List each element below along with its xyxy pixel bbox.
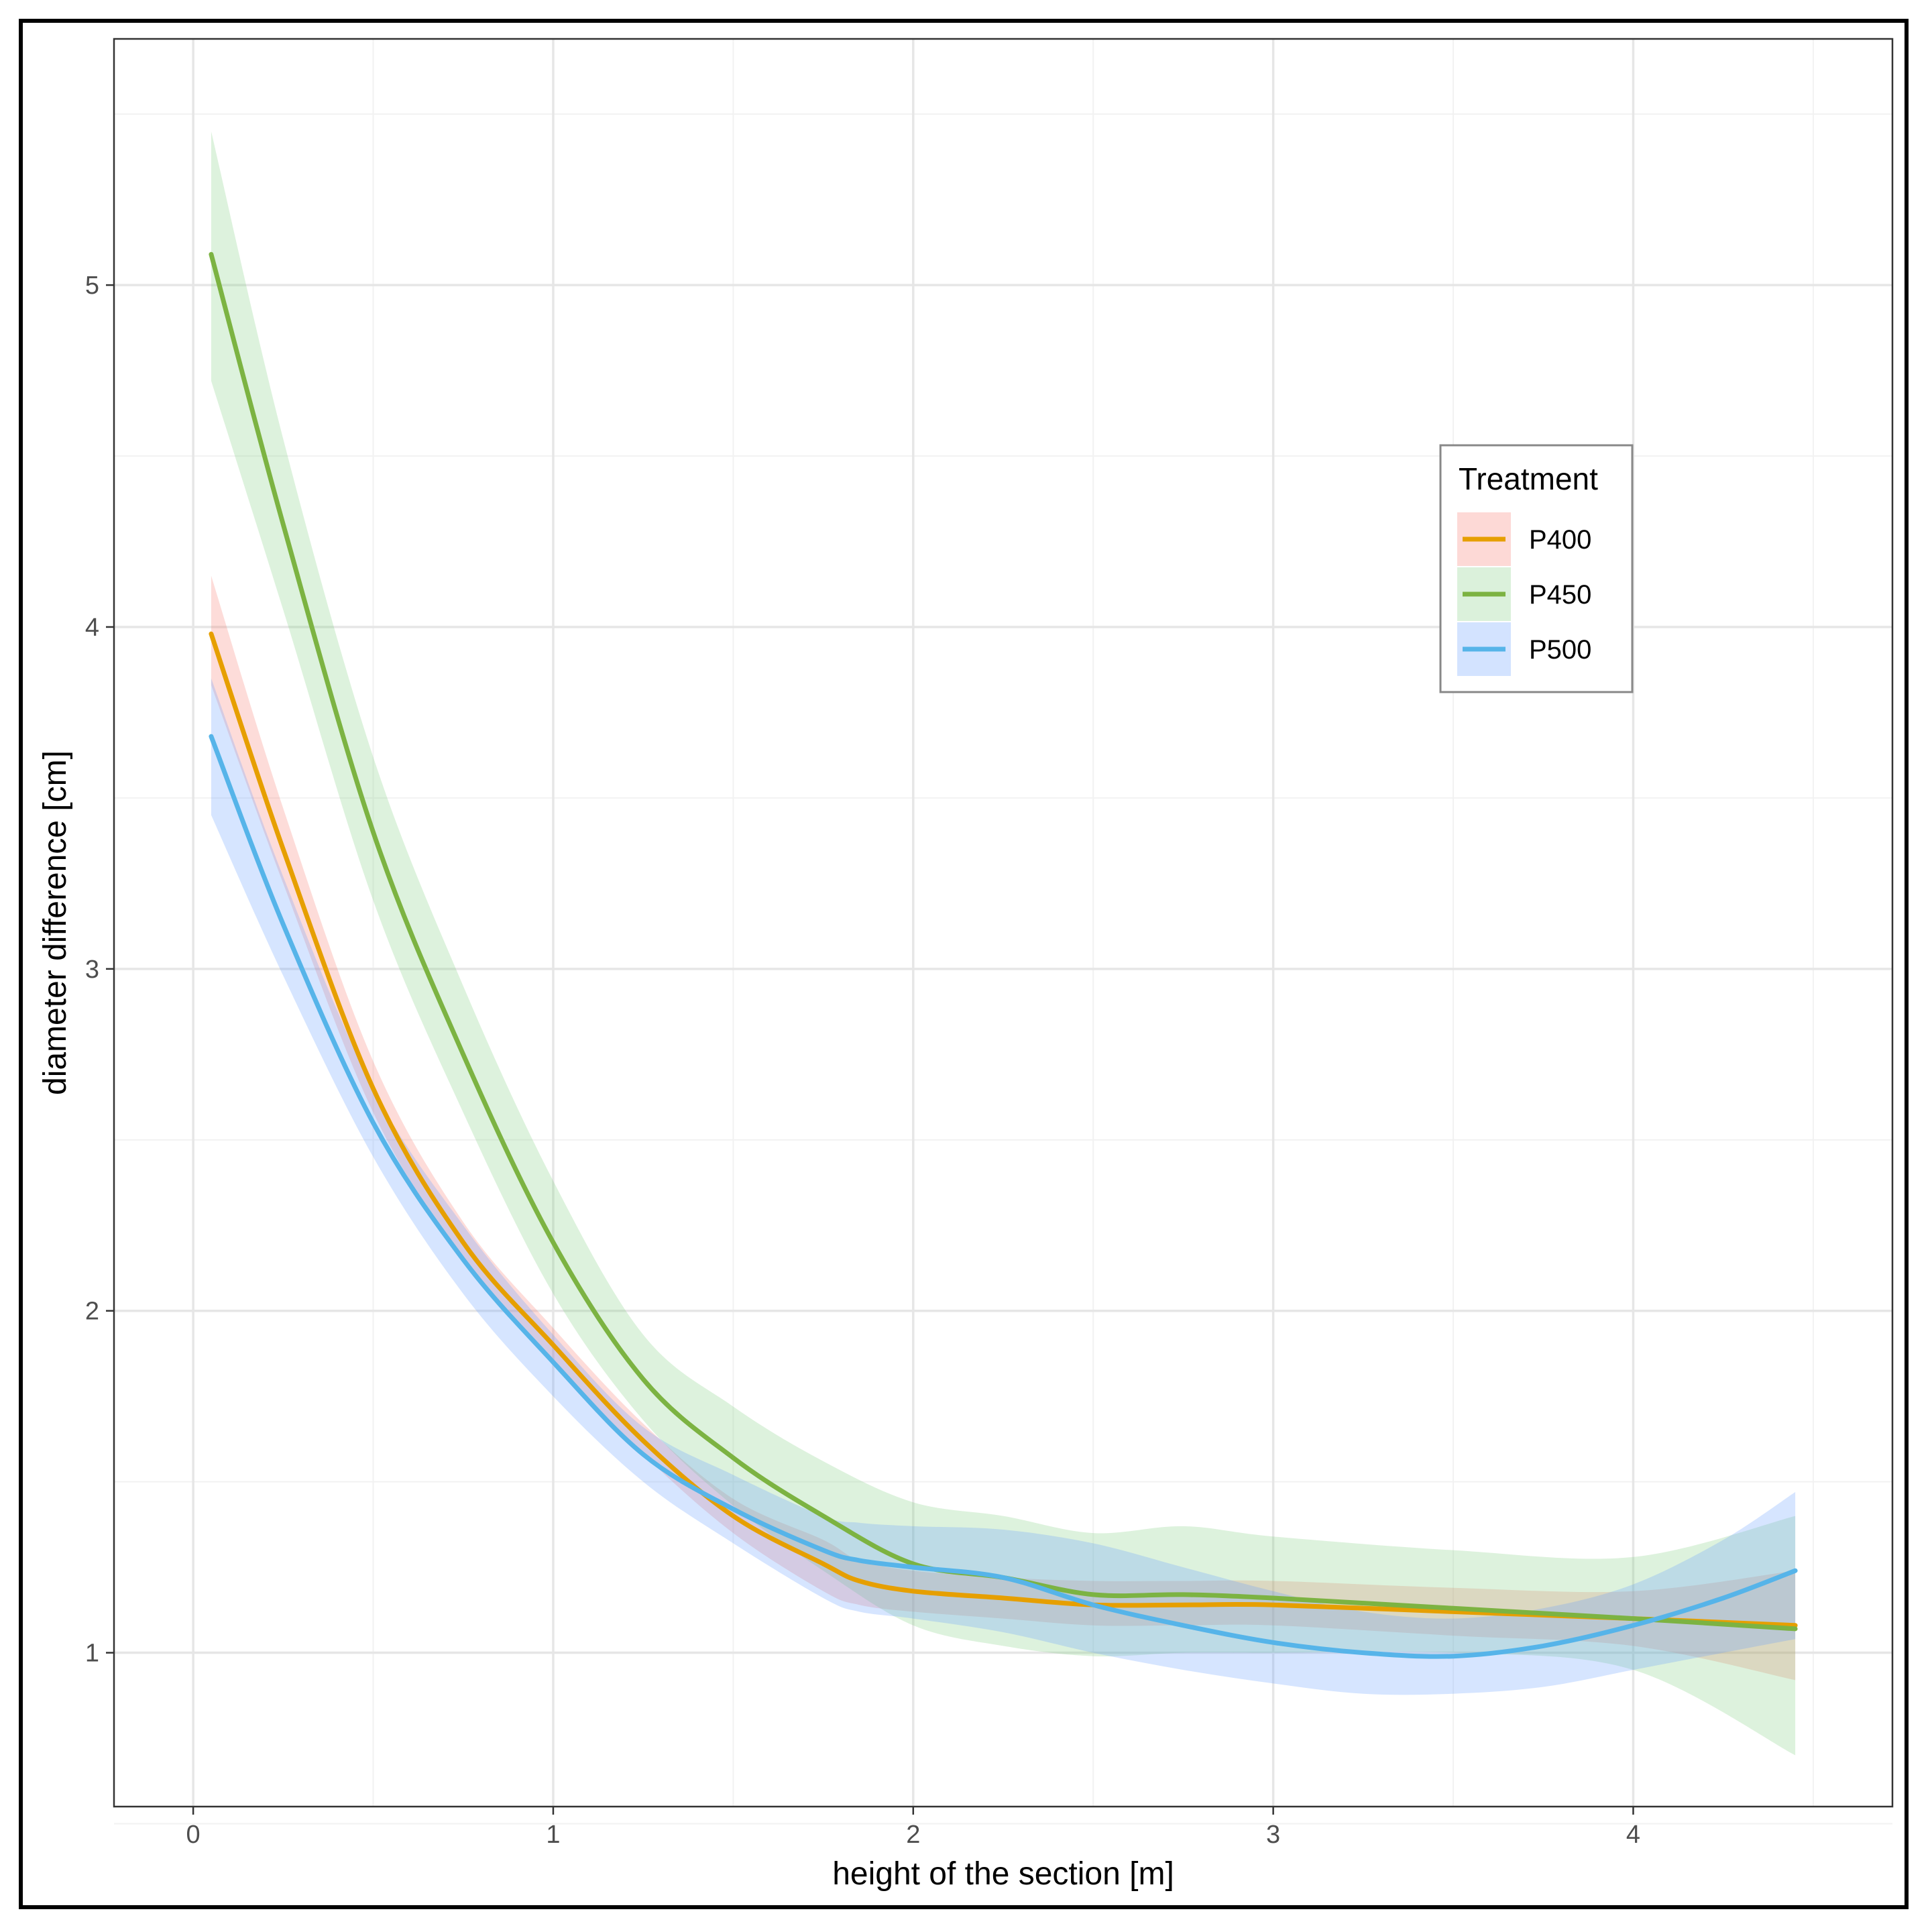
line-p500 (209, 734, 1798, 1659)
band-p450 (211, 131, 1796, 1756)
band-p500 (211, 678, 1796, 1695)
legend-entry-p450: P450 (1457, 567, 1591, 621)
y-axis: 1 2 3 4 5 (85, 272, 114, 1668)
legend-title: Treatment (1459, 461, 1598, 496)
minor-grid (114, 39, 1892, 1825)
plot-panel-border (113, 38, 1894, 1808)
x-tick-label: 0 (186, 1821, 201, 1849)
figure-frame (19, 19, 1909, 1909)
plot-panel (114, 39, 1892, 1807)
major-grid (114, 39, 1892, 1807)
y-tick-label: 5 (85, 272, 99, 300)
x-tick-label: 2 (906, 1821, 920, 1849)
legend-entries: P400 P450 P500 (1457, 512, 1591, 676)
legend: Treatment P400 P450 P500 (1439, 444, 1634, 693)
legend-box (1439, 444, 1634, 693)
legend-label: P450 (1529, 580, 1591, 610)
y-tick-label: 1 (85, 1640, 99, 1668)
x-tick-label: 4 (1626, 1821, 1640, 1849)
y-axis-title: diameter difference [cm] (38, 750, 73, 1095)
x-axis-title: height of the section [m] (832, 1856, 1174, 1892)
x-axis: 0 1 2 3 4 (186, 1807, 1640, 1849)
legend-entry-p400: P400 (1457, 512, 1591, 566)
x-tick-label: 1 (546, 1821, 560, 1849)
line-p450 (209, 251, 1798, 1632)
x-tick-label: 3 (1266, 1821, 1280, 1849)
legend-label: P400 (1529, 525, 1591, 555)
y-tick-label: 4 (85, 614, 99, 642)
legend-entry-p500: P500 (1457, 622, 1591, 676)
y-tick-label: 3 (85, 956, 99, 984)
legend-label: P500 (1529, 635, 1591, 665)
smooth-lines (209, 251, 1798, 1659)
y-tick-label: 2 (85, 1298, 99, 1326)
line-p400 (209, 631, 1798, 1628)
